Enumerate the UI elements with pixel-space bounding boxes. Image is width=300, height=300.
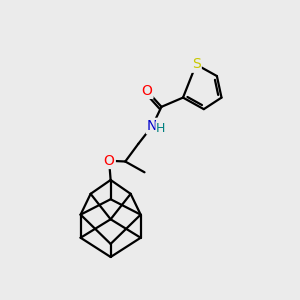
Text: O: O: [104, 154, 115, 168]
Text: H: H: [156, 122, 165, 135]
Text: N: N: [147, 119, 158, 133]
Text: O: O: [141, 84, 152, 98]
Text: S: S: [192, 58, 200, 71]
